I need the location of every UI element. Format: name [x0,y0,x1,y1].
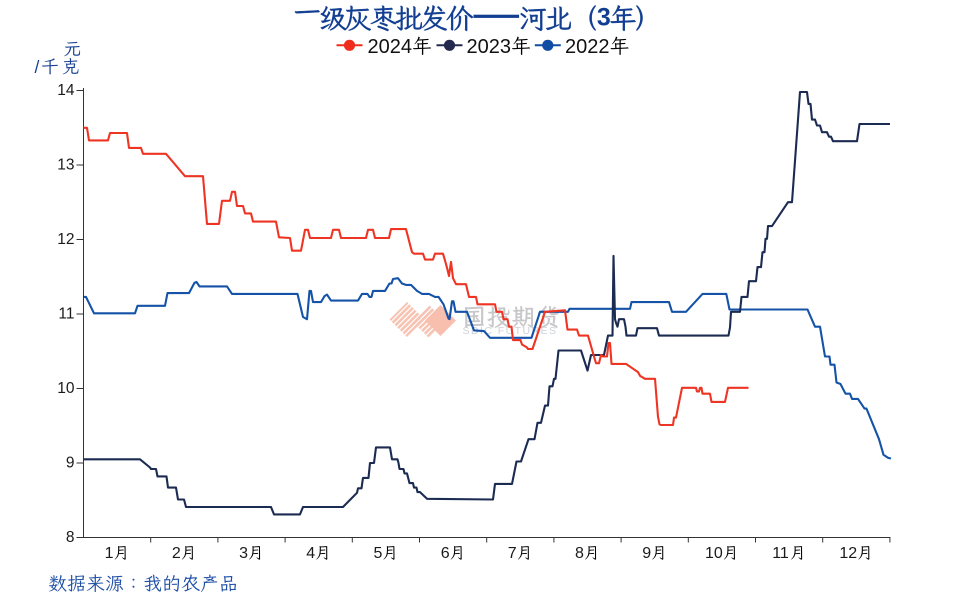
svg-text:8: 8 [66,529,75,546]
svg-text:2023: 2023 [467,36,512,58]
svg-text:13: 13 [57,157,74,174]
svg-text:2024: 2024 [368,36,413,58]
svg-text:5: 5 [374,545,383,562]
svg-text:3: 3 [239,545,248,562]
svg-text:4: 4 [306,545,315,562]
svg-text:10: 10 [705,545,723,562]
svg-text:12: 12 [57,231,74,248]
svg-text:12: 12 [839,545,857,562]
svg-text:10: 10 [57,380,75,397]
svg-text:9: 9 [66,455,75,472]
svg-text:/: / [35,57,40,77]
svg-text:7: 7 [508,545,517,562]
svg-text:11: 11 [772,545,789,562]
svg-text:11: 11 [58,306,74,323]
svg-text:2: 2 [172,545,181,562]
svg-text:1: 1 [105,545,114,562]
svg-text:9: 9 [642,545,651,562]
svg-text:14: 14 [57,82,75,99]
svg-text:6: 6 [441,545,450,562]
svg-text:3: 3 [597,4,611,32]
svg-text:8: 8 [575,545,584,562]
svg-text:2022: 2022 [565,36,610,58]
